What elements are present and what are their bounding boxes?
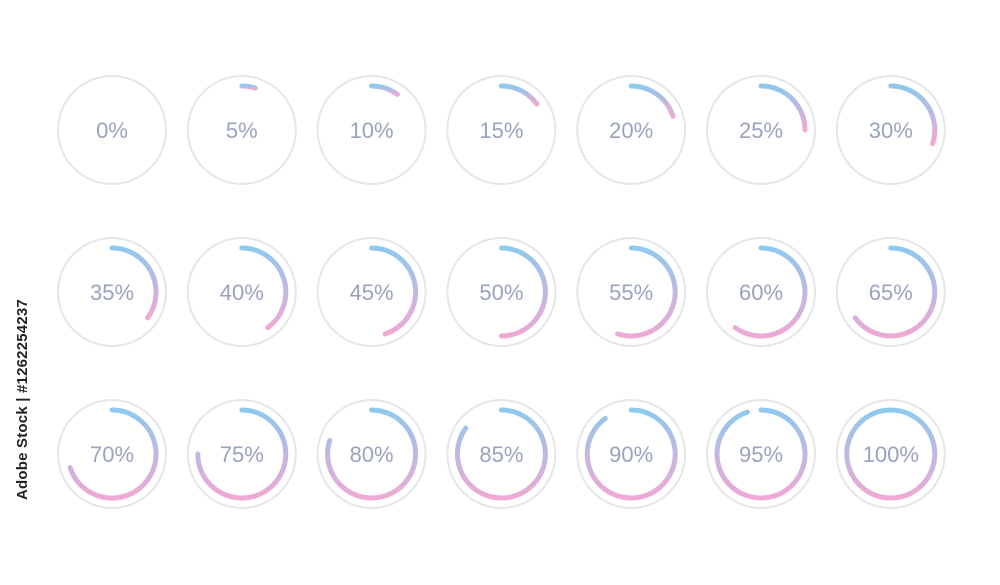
ring-outline: [57, 237, 167, 347]
ring-outline: [316, 399, 427, 509]
progress-ring: 40%: [186, 237, 297, 347]
ring-outline: [706, 237, 816, 347]
progress-ring: 25%: [706, 75, 816, 185]
percent-label: 90%: [609, 442, 653, 467]
ring-outline: [576, 75, 687, 185]
percent-label: 40%: [220, 280, 264, 305]
progress-arc: [732, 245, 808, 339]
progress-arc: [615, 245, 678, 339]
percent-label: 65%: [869, 280, 913, 305]
progress-arc: [239, 245, 289, 331]
percent-label: 25%: [739, 118, 783, 143]
percent-label: 55%: [609, 280, 653, 305]
percent-label: 15%: [479, 118, 523, 143]
ring-outline: [446, 399, 557, 509]
progress-ring: 50%: [446, 237, 557, 347]
progress-ring: 95%: [706, 399, 816, 509]
percent-label: 75%: [220, 442, 264, 467]
progress-ring: 90%: [576, 399, 687, 509]
progress-ring: 85%: [446, 399, 557, 509]
progress-arc: [628, 83, 676, 119]
ring-outline: [186, 237, 297, 347]
progress-arc: [325, 407, 419, 501]
percent-label: 50%: [479, 280, 523, 305]
progress-ring: 20%: [576, 75, 687, 185]
progress-arc: [758, 83, 808, 133]
progress-arc: [195, 407, 289, 501]
progress-ring: 60%: [706, 237, 816, 347]
ring-outline: [186, 75, 297, 185]
progress-arc: [109, 245, 159, 321]
ring-outline: [835, 75, 946, 185]
ring-outline: [446, 75, 557, 185]
percent-label: 70%: [90, 442, 134, 467]
ring-outline: [57, 75, 167, 185]
progress-arc: [844, 407, 938, 501]
percent-label: 10%: [350, 118, 394, 143]
progress-arc: [498, 245, 548, 339]
progress-arc: [369, 245, 419, 337]
progress-arc: [498, 83, 540, 107]
progress-arc: [239, 83, 258, 91]
percent-label: 35%: [90, 280, 134, 305]
ring-outline: [706, 75, 816, 185]
ring-outline: [835, 399, 946, 509]
ring-outline: [316, 237, 427, 347]
progress-arc: [584, 407, 678, 501]
ring-outline: [57, 399, 167, 509]
progress-ring: 80%: [316, 399, 427, 509]
progress-ring: 10%: [316, 75, 427, 185]
ring-outline: [706, 399, 816, 509]
percent-label: 95%: [739, 442, 783, 467]
progress-ring: 75%: [186, 399, 297, 509]
progress-ring: 65%: [835, 237, 946, 347]
progress-arc: [714, 407, 808, 501]
ring-outline: [316, 75, 427, 185]
percent-label: 5%: [226, 118, 258, 143]
progress-ring: 70%: [57, 399, 167, 509]
percent-label: 0%: [96, 118, 128, 143]
progress-ring: 35%: [57, 237, 167, 347]
percent-label: 80%: [350, 442, 394, 467]
stock-credit-text: Adobe Stock | #1262254237: [14, 299, 31, 500]
progress-arc: [454, 407, 548, 501]
progress-ring: 30%: [835, 75, 946, 185]
percent-label: 85%: [479, 442, 523, 467]
progress-arc: [369, 83, 400, 97]
percent-label: 100%: [863, 442, 919, 467]
percent-label: 45%: [350, 280, 394, 305]
progress-ring: 15%: [446, 75, 557, 185]
progress-arc: [852, 245, 938, 339]
percent-label: 30%: [869, 118, 913, 143]
progress-arc: [67, 407, 159, 501]
ring-outline: [835, 237, 946, 347]
ring-outline: [186, 399, 297, 509]
ring-outline: [576, 237, 687, 347]
percent-label: 20%: [609, 118, 653, 143]
progress-ring: 100%: [835, 399, 946, 509]
ring-outline: [446, 237, 557, 347]
progress-arc: [888, 83, 938, 147]
progress-ring: 45%: [316, 237, 427, 347]
progress-ring: 0%: [57, 75, 167, 185]
progress-ring: 5%: [186, 75, 297, 185]
rings-group: 0% 5% 10% 15% 20% 25% 30% 35% 40% 45% 50% 55% 60% 65%…: [57, 75, 946, 509]
progress-ring: 55%: [576, 237, 687, 347]
percent-label: 60%: [739, 280, 783, 305]
ring-outline: [576, 399, 687, 509]
